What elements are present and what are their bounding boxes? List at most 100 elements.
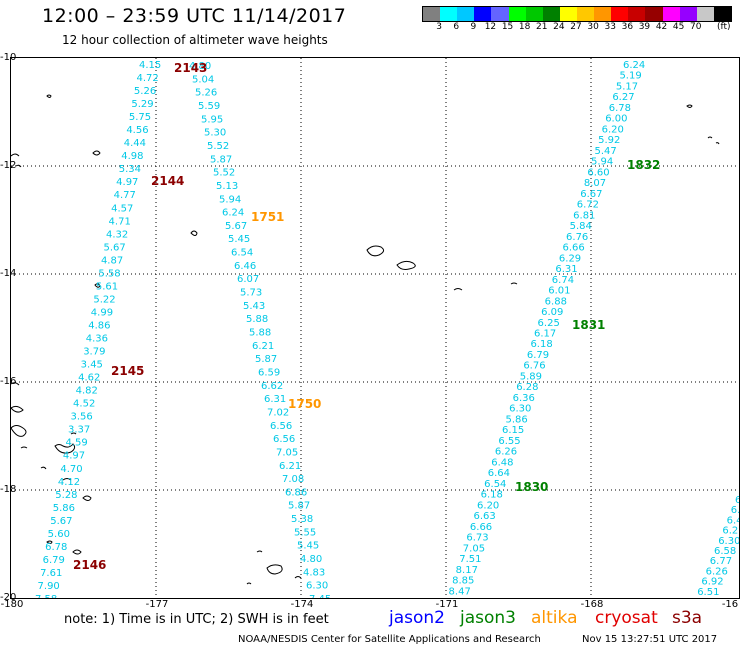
wave-height-value: 4.15 — [139, 60, 161, 71]
wave-height-value: 8.17 — [456, 565, 478, 576]
colorbar-swatch — [696, 7, 714, 21]
wave-height-value: 6.67 — [580, 189, 602, 200]
latitude-label: -16 — [0, 376, 17, 387]
wave-height-value: 6.62 — [261, 381, 283, 392]
colorbar-label: 36 — [621, 22, 634, 32]
wave-height-value: 4.77 — [114, 190, 136, 201]
wave-height-value: 5.30 — [204, 128, 226, 139]
wave-height-value: 6.72 — [577, 200, 599, 211]
wave-height-value: 6.56 — [273, 434, 295, 445]
wave-height-value: 6.86 — [285, 487, 307, 498]
wave-height-value: 5.55 — [294, 527, 316, 538]
colorbar-label: 42 — [655, 22, 668, 32]
wave-height-value: 4.97 — [63, 451, 85, 462]
wave-height-value: 5.87 — [255, 354, 277, 365]
wave-height-value: 6.36 — [513, 393, 535, 404]
footer-timestamp: Nov 15 13:27:51 UTC 2017 — [582, 634, 718, 645]
colorbar-label: 70 — [690, 22, 702, 32]
legend-jason2: jason2 — [389, 608, 445, 628]
wave-height-value: 6.26 — [495, 447, 517, 458]
wave-height-value: 5.19 — [619, 71, 641, 82]
wave-height-value: 5.88 — [249, 328, 271, 339]
wave-height-value: 6.00 — [605, 114, 627, 125]
colorbar-swatch — [508, 7, 526, 21]
wave-height-value: 5.52 — [213, 168, 235, 179]
wave-height-value: 6.21 — [279, 461, 301, 472]
legend-jason3: jason3 — [460, 608, 516, 628]
wave-height-value: 4.12 — [58, 477, 80, 488]
longitude-label: -180 — [0, 599, 24, 610]
colorbar-swatch — [679, 7, 697, 21]
wave-height-value: 7.61 — [40, 568, 62, 579]
wave-height-value: 6.60 — [587, 167, 609, 178]
wave-height-value: 4.57 — [111, 203, 133, 214]
wave-height-value: 6.15 — [502, 425, 524, 436]
colorbar-label: 45 — [672, 22, 685, 32]
wave-height-value: 6.51 — [697, 587, 719, 598]
wave-height-value: 3.45 — [81, 360, 103, 371]
wave-height-value: 6.66 — [470, 522, 492, 533]
wave-height-value: 8.47 — [449, 586, 471, 597]
wave-height-value: 5.26 — [134, 86, 156, 97]
legend-cryosat: cryosat — [595, 608, 658, 628]
wave-height-value: 6.30 — [509, 404, 531, 415]
wave-height-value: 6.64 — [488, 468, 510, 479]
colorbar-swatch — [645, 7, 663, 21]
pass-time-label: 1831 — [572, 318, 605, 332]
wave-height-value: 6.58 — [714, 546, 736, 557]
wave-height-value: 6.20 — [477, 500, 499, 511]
wave-height-value: 6.54 — [231, 248, 253, 259]
wave-height-value: 6.78 — [609, 103, 631, 114]
colorbar-label: 24 — [553, 22, 565, 32]
wave-height-value: 5.28 — [55, 490, 77, 501]
colorbar-swatch — [457, 7, 475, 21]
wave-height-value: 6.59 — [258, 367, 280, 378]
wave-height-value: 4.86 — [88, 320, 110, 331]
wave-height-value: 6.24 — [623, 60, 645, 71]
pass-time-label: 2145 — [111, 364, 144, 378]
colorbar-swatch — [594, 7, 612, 21]
wave-height-value: 5.34 — [119, 164, 141, 175]
latitude-label: -10 — [0, 52, 17, 63]
wave-height-value: 4.36 — [86, 334, 108, 345]
wave-height-value: 4.71 — [109, 216, 131, 227]
colorbar-label: 39 — [638, 22, 651, 32]
wave-height-value: 5.60 — [48, 529, 70, 540]
footer-note: note: 1) Time is in UTC; 2) SWH is in fe… — [64, 612, 329, 627]
wave-height-value: 5.43 — [243, 301, 265, 312]
wave-height-value: 5.94 — [591, 157, 613, 168]
colorbar-label: 6 — [453, 22, 460, 32]
wave-height-value: 6.79 — [527, 350, 549, 361]
colorbar-swatch — [474, 7, 492, 21]
wave-height-value: 7.51 — [459, 554, 481, 565]
wave-height-value: 4.97 — [116, 177, 138, 188]
wave-height-value: 6.77 — [710, 556, 732, 567]
wave-height-value: 6.78 — [45, 542, 67, 553]
colorbar-swatch — [491, 7, 509, 21]
wave-height-value: 6.17 — [534, 329, 556, 340]
wave-height-value: 6.76 — [523, 361, 545, 372]
wave-height-value: 5.04 — [192, 74, 214, 85]
wave-height-value: 5.88 — [246, 314, 268, 325]
pass-time-label: 1830 — [515, 480, 548, 494]
wave-height-value: 5.22 — [93, 294, 115, 305]
wave-height-value: 6.25 — [538, 318, 560, 329]
wave-height-value: 6.76 — [566, 232, 588, 243]
colorbar-label: 30 — [587, 22, 599, 32]
wave-height-value: 5.94 — [219, 194, 241, 205]
map-title: 12:00 – 23:59 UTC 11/14/2017 — [42, 5, 347, 27]
colorbar-swatch — [713, 7, 731, 21]
wave-height-value: 5.67 — [50, 516, 72, 527]
wave-height-value: 7.90 — [38, 581, 60, 592]
wave-height-value: 6.26 — [722, 526, 740, 537]
wave-height-value: 6.66 — [562, 243, 584, 254]
wave-height-value: 6.18 — [530, 339, 552, 350]
pass-time-label: 1750 — [288, 397, 321, 411]
pass-time-label: 2146 — [73, 558, 106, 572]
wave-height-value: 6.88 — [545, 296, 567, 307]
wave-height-value: 6.31 — [264, 394, 286, 405]
colorbar-label: 18 — [518, 22, 531, 32]
colorbar-swatch — [576, 7, 595, 21]
colorbar-label: 15 — [501, 22, 514, 32]
wave-height-value: 6.26 — [706, 566, 728, 577]
